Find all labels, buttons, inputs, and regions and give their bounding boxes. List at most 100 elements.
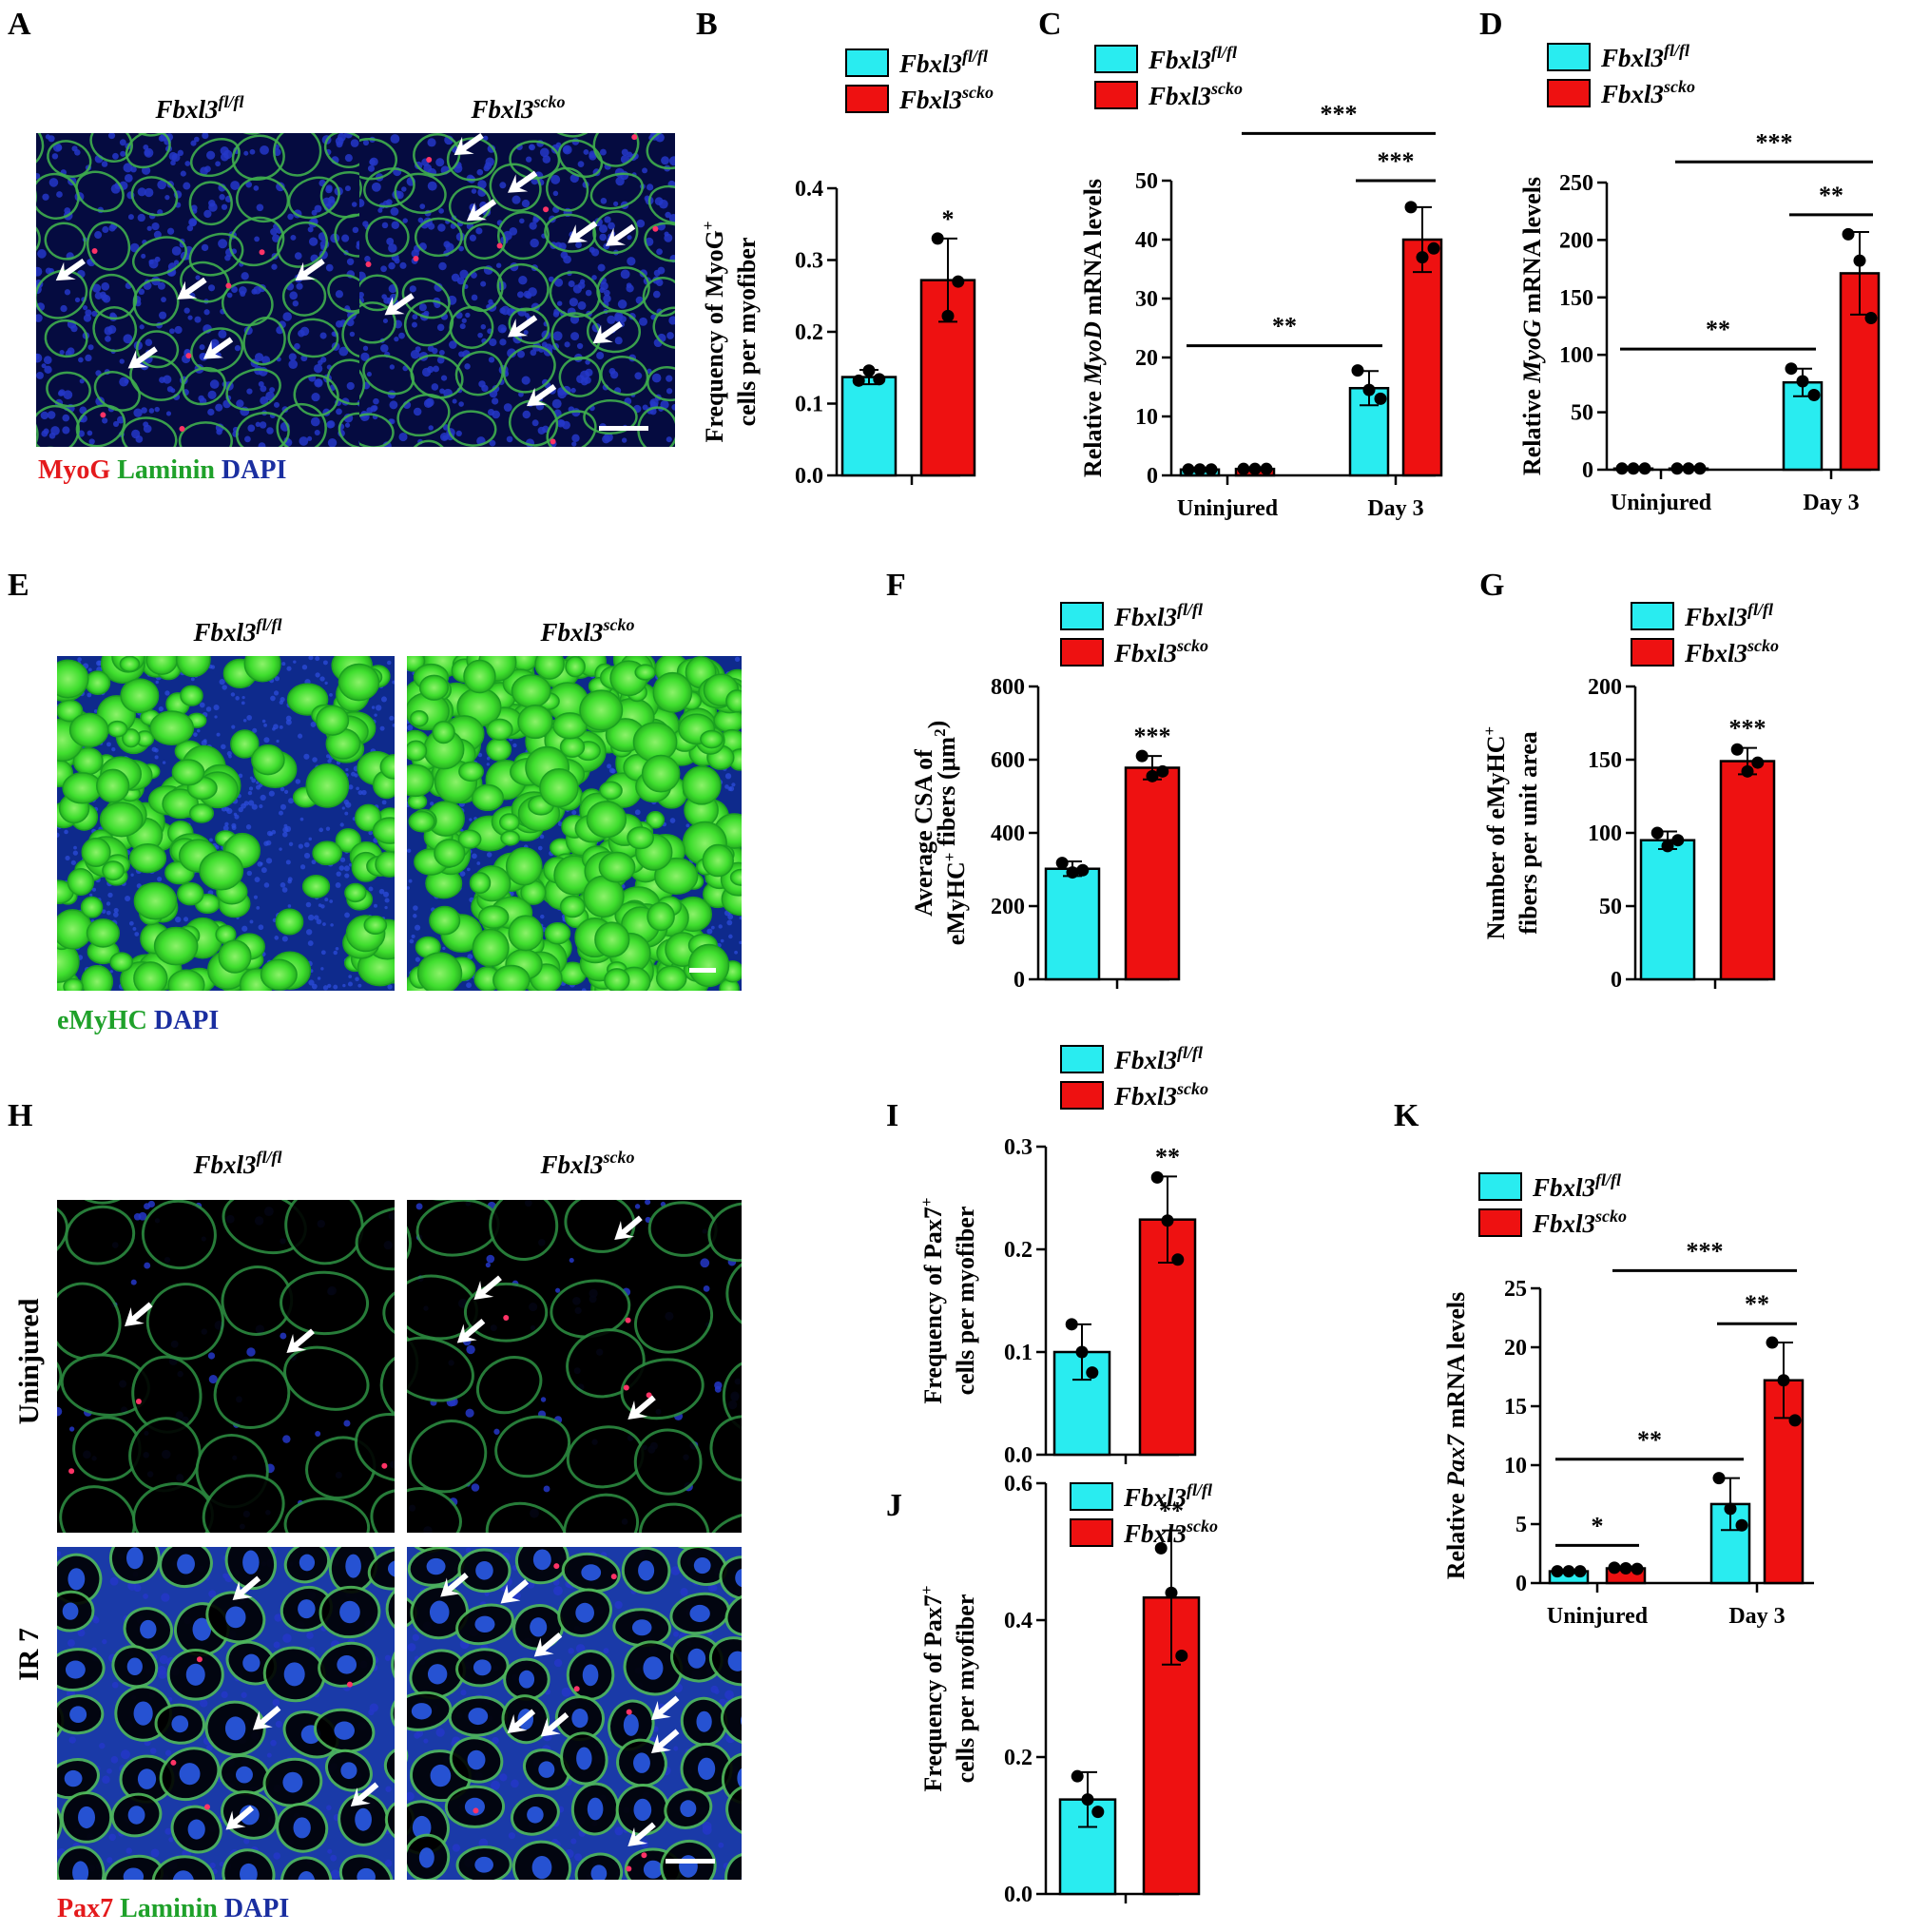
arrow-shape	[473, 1275, 502, 1300]
panel-letter-I: I	[886, 1098, 898, 1133]
chart-K-ytick-label: 10	[1504, 1454, 1527, 1478]
chart-F-bar-0-1	[1124, 766, 1181, 981]
arrow-shape	[533, 1633, 563, 1657]
chart-G-legend-swatch-scko	[1631, 638, 1674, 667]
chart-G-ytick-label: 200	[1588, 675, 1622, 700]
chart-I-ytick-label: 0.1	[1004, 1341, 1033, 1365]
arrow-marker	[627, 1395, 656, 1420]
chart-D-xtick-label-1: Day 3	[1803, 491, 1859, 515]
arrow-shape	[127, 346, 158, 369]
chart-C-point-1-1-2	[1427, 242, 1440, 255]
chart-J-point-0-0-2	[1091, 1806, 1105, 1819]
chart-I-significance-0: **	[1155, 1143, 1180, 1170]
arrow-marker	[225, 1806, 255, 1830]
chart-F-ylabel-line-0: Average CSA of	[910, 749, 937, 917]
chart-D-point-1-1-2	[1864, 312, 1878, 325]
chart-B-point-0-1-0	[931, 232, 944, 245]
chart-K-xtick-label-0: Uninjured	[1547, 1604, 1649, 1629]
chart-B-ytick-label: 0.3	[795, 249, 823, 274]
chart-J-legend-swatch-fl	[1070, 1482, 1113, 1511]
chart-G-significance-0: ***	[1729, 715, 1766, 743]
chart-K-significance-1: **	[1637, 1426, 1662, 1454]
chart-B-ytick-label: 0.1	[795, 393, 823, 417]
chart-D-ytick-label: 50	[1571, 401, 1593, 426]
chart-J-ytick-label: 0.6	[1004, 1472, 1033, 1497]
chart-K-point-1-1-1	[1777, 1374, 1790, 1387]
arrow-marker	[232, 1575, 261, 1600]
chart-I-point-0-1-1	[1161, 1214, 1174, 1227]
arrow-marker	[526, 383, 557, 407]
arrow-marker	[627, 1822, 656, 1846]
chart-D-ytick-label: 0	[1582, 458, 1593, 483]
arrow-shape	[232, 1575, 261, 1600]
arrow-shape	[627, 1822, 656, 1846]
chart-C-xtick-label-1: Day 3	[1367, 496, 1423, 521]
chart-K-point-0-0-1	[1562, 1565, 1575, 1578]
arrow-marker	[540, 1712, 569, 1737]
chart-C-ytick-label: 0	[1147, 464, 1158, 489]
chart-D-point-0-0-0	[1615, 462, 1629, 475]
chart-B-significance-0: *	[942, 205, 955, 233]
arrow-marker	[125, 1302, 153, 1326]
panel-H-title-fl: Fbxl3fl/fl	[192, 1148, 281, 1179]
arrow-marker	[286, 1328, 315, 1353]
chart-G-ytick-label: 50	[1599, 895, 1622, 919]
panel-H-image-scko-uninjured	[407, 1200, 742, 1533]
chart-I-legend-swatch-fl	[1060, 1045, 1104, 1073]
panel-letter-H: H	[8, 1098, 32, 1133]
chart-J-point-0-1-1	[1165, 1586, 1178, 1599]
chart-D-point-0-0-2	[1638, 462, 1651, 475]
arrow-shape	[568, 221, 598, 243]
chart-F-legend-label-scko: Fbxl3scko	[1113, 636, 1208, 667]
chart-C-point-0-0-1	[1193, 463, 1206, 476]
chart-D-legend-swatch-scko	[1547, 79, 1591, 107]
chart-K-ytick-label: 5	[1515, 1513, 1527, 1537]
chart-F-legend-swatch-fl	[1060, 602, 1104, 630]
panel-A-stain-label: MyoG Laminin DAPI	[38, 455, 286, 485]
chart-C-bar-1-1	[1401, 238, 1443, 477]
chart-D-point-0-0-1	[1627, 462, 1640, 475]
arrow-marker	[500, 1579, 530, 1604]
chart-C-ytick-label: 30	[1135, 287, 1158, 312]
arrow-shape	[507, 1709, 536, 1733]
chart-D-significance-2: ***	[1756, 128, 1793, 156]
chart-D-point-1-1-0	[1842, 227, 1855, 241]
chart-G-point-0-0-0	[1650, 826, 1664, 840]
chart-I-legend-swatch-scko	[1060, 1081, 1104, 1110]
arrow-shape	[440, 1573, 469, 1597]
panel-H-title-scko: Fbxl3scko	[539, 1148, 634, 1179]
chart-C-point-1-0-2	[1374, 392, 1387, 405]
chart-D-legend-swatch-fl	[1547, 43, 1591, 71]
chart-D-ylabel-line-0: Relative MyoG mRNA levels	[1518, 177, 1546, 475]
chart-K-legend-label-fl: Fbxl3fl/fl	[1532, 1170, 1621, 1202]
arrow-shape	[605, 223, 636, 246]
scale-bar	[666, 1859, 715, 1864]
chart-I-point-0-1-2	[1171, 1253, 1185, 1266]
arrow-shape	[350, 1782, 379, 1806]
chart-B-ylabel-line-1: cells per myofiber	[733, 238, 761, 427]
chart-I-ytick-label: 0.2	[1004, 1238, 1033, 1263]
chart-G-legend-swatch-fl	[1631, 602, 1674, 630]
panel-letter-G: G	[1479, 568, 1504, 603]
chart-B-bar-0-0	[840, 376, 898, 477]
chart-C-legend-label-fl: Fbxl3fl/fl	[1148, 43, 1237, 74]
chart-K-ytick-label: 20	[1504, 1336, 1527, 1361]
chart-K-xtick-label-1: Day 3	[1728, 1604, 1785, 1629]
chart-K-ylabel-line-0: Relative Pax7 mRNA levels	[1442, 1292, 1470, 1580]
arrow-shape	[466, 199, 497, 222]
chart-D-point-1-0-2	[1807, 388, 1821, 401]
arrow-marker	[350, 1782, 379, 1806]
chart-F-legend-label-fl: Fbxl3fl/fl	[1113, 600, 1203, 631]
scale-bar	[599, 426, 648, 431]
arrow-shape	[295, 258, 325, 281]
arrow-marker	[508, 315, 538, 338]
chart-C-significance-2: ***	[1321, 100, 1358, 127]
chart-F-ylabel-line-1: eMyHC+ fibers (μm2)	[923, 721, 970, 946]
chart-K-ytick-label: 25	[1504, 1277, 1527, 1302]
chart-C-ytick-label: 10	[1135, 405, 1158, 430]
arrow-shape	[526, 383, 557, 407]
arrow-marker	[466, 199, 497, 222]
arrow-marker	[533, 1633, 563, 1657]
chart-C-legend-swatch-fl	[1094, 45, 1138, 73]
